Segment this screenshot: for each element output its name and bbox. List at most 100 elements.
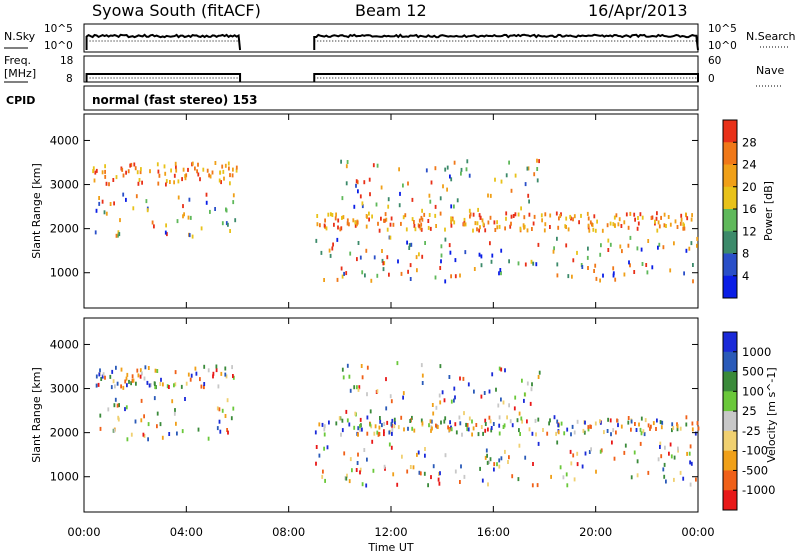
scatter-point (221, 408, 224, 413)
scatter-point (669, 222, 672, 227)
scatter-point (566, 427, 569, 432)
scatter-point (147, 437, 149, 442)
scatter-point (572, 258, 575, 263)
scatter-point (673, 477, 675, 482)
scatter-point (166, 232, 168, 237)
scatter-point (537, 375, 540, 379)
scatter-point (411, 197, 414, 202)
scatter-point (500, 179, 503, 184)
scatter-point (503, 423, 506, 428)
scatter-point (488, 389, 491, 394)
scatter-point (440, 244, 443, 249)
y-tick-label: 2000 (50, 222, 79, 236)
scatter-point (174, 161, 177, 166)
scatter-point (173, 173, 176, 178)
scatter-point (656, 418, 658, 423)
scatter-point (373, 255, 376, 260)
scatter-point (136, 368, 139, 373)
scatter-point (685, 248, 688, 253)
scatter-point (555, 431, 557, 436)
scatter-point (671, 422, 674, 427)
scatter-point (224, 414, 227, 418)
scatter-point (629, 235, 632, 240)
scatter-point (348, 222, 350, 227)
scatter-point (114, 397, 117, 402)
y-tick-label: 2000 (50, 426, 79, 440)
scatter-point (453, 386, 456, 391)
scatter-point (104, 164, 106, 169)
scatter-point (323, 278, 325, 282)
scatter-point (636, 473, 639, 478)
scatter-point (576, 462, 579, 467)
scatter-point (346, 221, 349, 226)
scatter-point (532, 221, 535, 226)
colorbar-tick-label: 100 (742, 384, 764, 398)
scatter-point (148, 383, 151, 388)
scatter-point (385, 217, 388, 222)
scatter-point (378, 431, 380, 436)
scatter-point (403, 427, 405, 432)
scatter-point (500, 367, 503, 372)
scatter-point (358, 385, 361, 390)
scatter-point (125, 197, 127, 202)
scatter-point (633, 450, 636, 455)
scatter-point (397, 259, 399, 264)
scatter-point (321, 474, 324, 479)
scatter-point (225, 207, 227, 212)
scatter-point (409, 419, 412, 423)
scatter-point (481, 218, 484, 223)
scatter-point (617, 222, 620, 227)
scatter-point (223, 176, 225, 181)
scatter-point (691, 421, 694, 426)
scatter-point (205, 200, 208, 205)
scatter-point (662, 245, 665, 250)
scatter-point (487, 193, 489, 198)
scatter-point (176, 219, 179, 224)
scatter-point (140, 167, 142, 172)
scatter-point (498, 464, 501, 469)
scatter-point (318, 453, 321, 458)
scatter-point (520, 416, 523, 421)
scatter-point (340, 226, 343, 231)
scatter-point (400, 271, 403, 276)
scatter-point (219, 429, 222, 434)
scatter-point (402, 215, 405, 220)
scatter-point (476, 227, 478, 232)
scatter-point (118, 232, 121, 237)
scatter-point (430, 475, 432, 480)
scatter-point (156, 369, 159, 373)
scatter-point (137, 181, 140, 186)
scatter-point (191, 234, 194, 239)
scatter-point (475, 423, 478, 427)
time-axis-title: Time UT (367, 541, 413, 554)
scatter-point (369, 422, 372, 427)
scatter-point (670, 454, 673, 459)
scatter-point (412, 465, 415, 470)
scatter-point (372, 468, 375, 473)
scatter-point (361, 375, 364, 380)
scatter-point (533, 172, 536, 177)
scatter-point (594, 228, 597, 233)
scatter-point (586, 255, 589, 260)
scatter-point (221, 221, 224, 226)
scatter-point (130, 162, 133, 167)
scatter-point (640, 431, 643, 436)
scatter-point (588, 228, 591, 233)
scatter-point (357, 241, 360, 245)
scatter-point (331, 246, 334, 251)
scatter-point (612, 266, 615, 271)
scatter-point (487, 427, 489, 432)
scatter-point (337, 225, 339, 230)
scatter-point (599, 420, 602, 425)
scatter-point (376, 430, 379, 435)
scatter-point (315, 461, 317, 466)
scatter-point (419, 226, 422, 231)
scatter-point (156, 411, 159, 416)
scatter-point (200, 384, 203, 389)
scatter-point (356, 385, 358, 390)
scatter-point (563, 431, 566, 436)
scatter-point (415, 255, 418, 260)
scatter-point (359, 427, 362, 432)
scatter-point (368, 177, 371, 182)
scatter-point (494, 177, 496, 182)
